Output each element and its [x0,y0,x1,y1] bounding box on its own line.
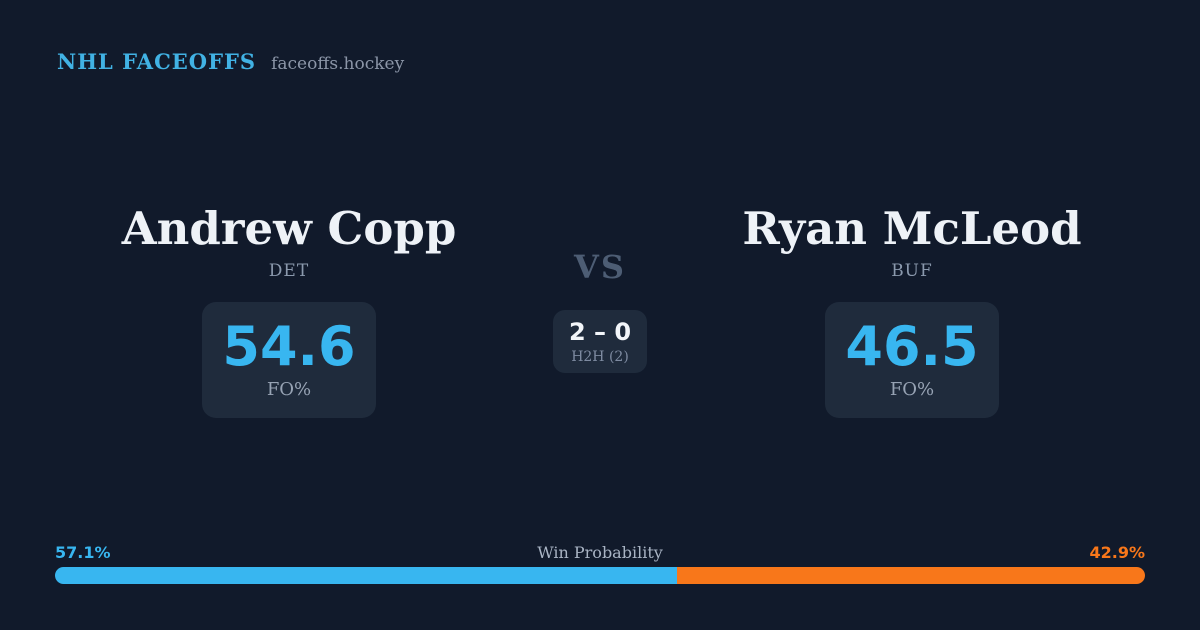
stat-label-left: FO% [266,379,312,400]
player-name-right: Ryan McLeod [742,202,1082,255]
header: NHL FACEOFFS faceoffs.hockey [57,49,404,74]
stat-label-right: FO% [889,379,935,400]
player-team-right: BUF [891,261,933,281]
stat-value-left: 54.6 [222,315,356,378]
win-probability-bar [55,567,1145,584]
win-probability-title: Win Probability [537,543,663,562]
site-url: faceoffs.hockey [271,54,405,74]
player-panel-left: Andrew Copp DET 54.6 FO% [104,204,474,418]
h2h-label: H2H (2) [571,348,629,365]
vs-label: VS [574,248,626,286]
win-probability-labels: 57.1% Win Probability 42.9% [55,543,1145,562]
win-probability-bar-left-segment [55,567,678,584]
player-team-left: DET [268,261,310,281]
h2h-score: 2 – 0 [568,317,632,346]
stat-card-left: 54.6 FO% [202,302,376,418]
brand-logo-text: NHL FACEOFFS [57,49,257,74]
player-name-left: Andrew Copp [121,202,457,255]
player-panel-right: Ryan McLeod BUF 46.5 FO% [727,204,1097,418]
win-probability-right-pct: 42.9% [1089,543,1145,562]
win-probability-left-pct: 57.1% [55,543,111,562]
stat-value-right: 46.5 [845,315,979,378]
vs-panel: VS 2 – 0 H2H (2) [515,248,685,373]
win-probability-bar-right-segment [677,567,1145,584]
h2h-card: 2 – 0 H2H (2) [553,310,647,373]
stat-card-right: 46.5 FO% [825,302,999,418]
